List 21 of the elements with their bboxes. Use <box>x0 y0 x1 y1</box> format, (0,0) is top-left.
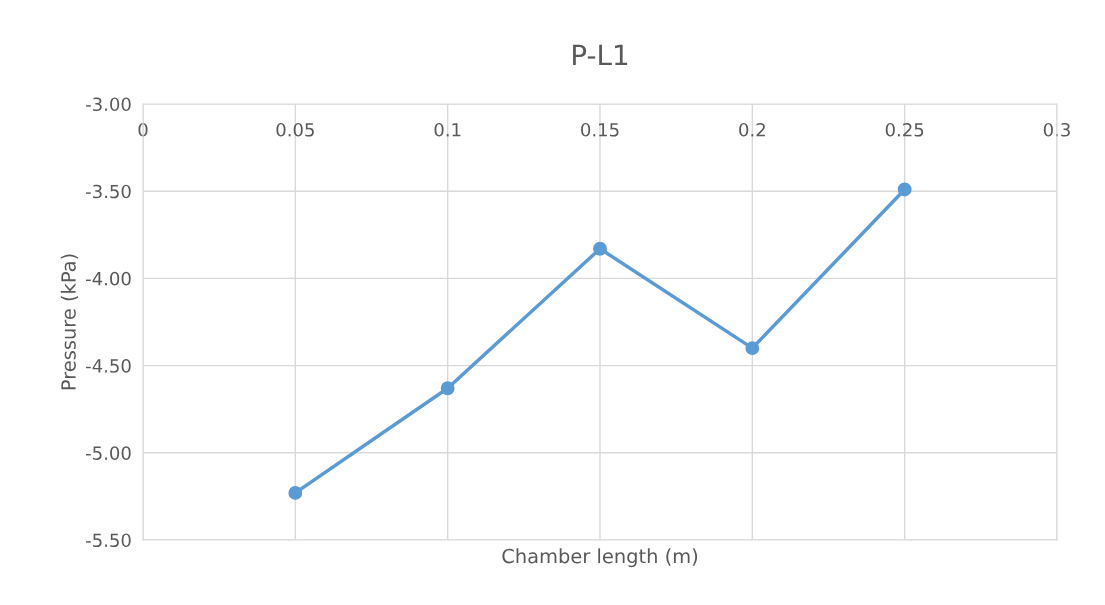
x-tick-label: 0.25 <box>885 122 924 137</box>
point <box>897 182 912 197</box>
x-axis-title: Chamber length (m) <box>502 548 698 568</box>
point <box>593 241 607 256</box>
x-tick-label: 0 <box>138 122 148 137</box>
y-tick-label: -3.50 <box>86 184 131 199</box>
x-tick-label: 0.15 <box>581 122 619 137</box>
y-axis-title: Pressure (kPa) <box>60 254 79 390</box>
y-tick-label: -4.50 <box>86 359 131 373</box>
y-tick-label: -5.50 <box>86 533 131 548</box>
point <box>440 381 455 396</box>
x-tick-label: 0.2 <box>739 122 765 137</box>
y-tick-label: -3.00 <box>86 97 131 112</box>
x-tick-label: 0.1 <box>434 122 461 137</box>
y-tick-label: -4.00 <box>86 271 131 286</box>
chart-title: P-L1 <box>573 44 628 66</box>
y-tick-label: -5.00 <box>86 446 131 460</box>
x-tick-label: 0.05 <box>276 122 314 137</box>
point <box>745 341 760 356</box>
x-tick-label: 0.3 <box>1043 122 1070 137</box>
point <box>288 485 303 500</box>
